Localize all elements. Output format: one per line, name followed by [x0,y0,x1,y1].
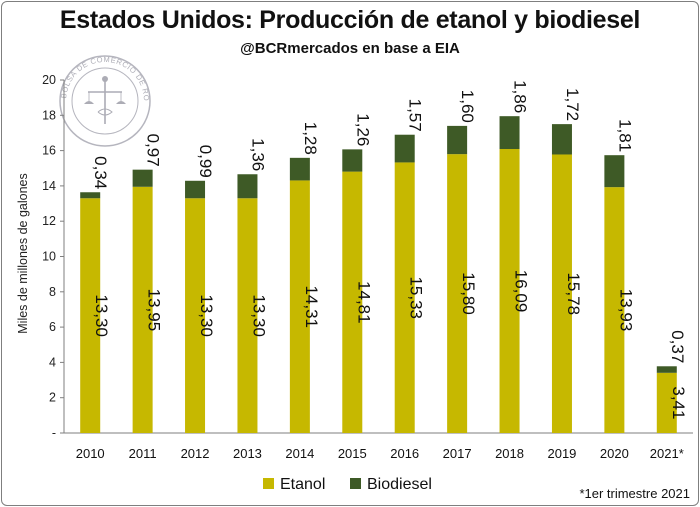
y-tick-label: 14 [42,179,56,193]
bar-biodiesel [656,366,677,373]
x-tick-label: 2019 [547,446,576,461]
data-label-etanol: 13,95 [145,289,164,332]
x-tick-label: 2012 [181,446,210,461]
bar-etanol [342,171,363,433]
data-label-biodiesel: 1,86 [511,80,530,113]
bar-etanol [656,372,677,433]
bar-biodiesel [604,155,625,188]
x-tick-label: 2018 [495,446,524,461]
y-tick-label: 18 [42,108,56,122]
legend: Etanol Biodiesel [263,476,432,493]
legend-swatch-biodiesel [350,478,361,489]
data-label-biodiesel: 1,57 [406,99,425,132]
bar-biodiesel [237,174,258,199]
bar-etanol [551,154,572,433]
data-label-etanol: 3,41 [669,386,688,419]
chart-subtitle: @BCRmercados en base a EIA [240,40,460,57]
bar-etanol [132,186,153,433]
data-label-etanol: 15,78 [564,272,583,315]
data-label-etanol: 13,30 [197,294,216,337]
legend-label-etanol: Etanol [280,476,325,493]
y-axis-title: Miles de millones de galones [16,173,30,334]
bar-biodiesel [80,192,101,199]
bar-biodiesel [132,169,153,187]
data-label-biodiesel: 1,72 [563,88,582,121]
x-tick-label: 2013 [233,446,262,461]
bar-biodiesel [394,134,415,163]
bar-biodiesel [499,116,520,150]
bar-biodiesel [447,125,468,155]
data-label-biodiesel: 0,97 [144,134,163,167]
y-tick-label: 6 [49,320,56,334]
bcr-seal-logo: BOLSA DE COMERCIO DE ROSARIO [0,0,151,147]
y-tick-label: 8 [49,285,56,299]
x-tick-label: 2016 [390,446,419,461]
y-tick-label: 10 [42,250,56,264]
bar-biodiesel [342,149,363,172]
data-label-etanol: 13,30 [92,294,111,337]
x-tick-label: 2011 [129,446,157,461]
bar-etanol [80,198,101,433]
axes-layer: - 2 4 6 8 10 12 14 16 18 20 Miles de millones de ga… [16,73,693,461]
bar-etanol [499,149,520,433]
x-tick-label: 2020 [600,446,629,461]
data-label-biodiesel: 0,37 [668,330,687,363]
data-label-etanol: 16,09 [512,270,531,313]
data-label-etanol: 15,80 [459,272,478,315]
bar-biodiesel [551,124,572,155]
legend-swatch-etanol [263,478,274,489]
bar-etanol [394,162,415,433]
x-tick-label: 2015 [338,446,367,461]
data-label-etanol: 14,81 [354,281,373,324]
data-label-biodiesel: 0,99 [196,145,215,178]
y-tick-label: 16 [42,144,56,158]
data-label-biodiesel: 1,28 [301,122,320,155]
y-tick-label: 20 [42,73,56,87]
y-tick-label: 12 [42,214,56,228]
data-label-biodiesel: 1,36 [248,138,267,171]
x-tick-label: 2021* [650,446,684,461]
x-tick-label: 2017 [443,446,472,461]
y-tick-label: 2 [49,391,56,405]
data-label-biodiesel: 1,60 [458,90,477,123]
data-label-etanol: 14,31 [302,285,321,328]
bar-biodiesel [289,157,310,181]
bar-etanol [185,198,206,433]
bars-layer: 13,30 0,34 13,95 0,97 13,30 0,99 13,30 1,36 14,3… [80,80,688,433]
bar-etanol [447,154,468,433]
data-label-biodiesel: 1,81 [615,119,634,152]
x-tick-label: 2010 [76,446,105,461]
legend-label-biodiesel: Biodiesel [367,476,432,493]
bar-etanol [289,180,310,433]
data-label-etanol: 15,33 [407,276,426,319]
bar-biodiesel [185,180,206,199]
data-label-etanol: 13,30 [249,294,268,337]
data-label-etanol: 13,93 [616,289,635,332]
bar-etanol [604,187,625,433]
data-label-biodiesel: 0,34 [91,156,110,189]
y-tick-label: - [52,426,56,440]
x-tick-label: 2014 [285,446,314,461]
bar-etanol [237,198,258,433]
footnote: *1er trimestre 2021 [579,486,690,501]
data-label-biodiesel: 1,26 [353,113,372,146]
chart-title: Estados Unidos: Producción de etanol y b… [59,6,641,34]
y-tick-label: 4 [49,355,56,369]
